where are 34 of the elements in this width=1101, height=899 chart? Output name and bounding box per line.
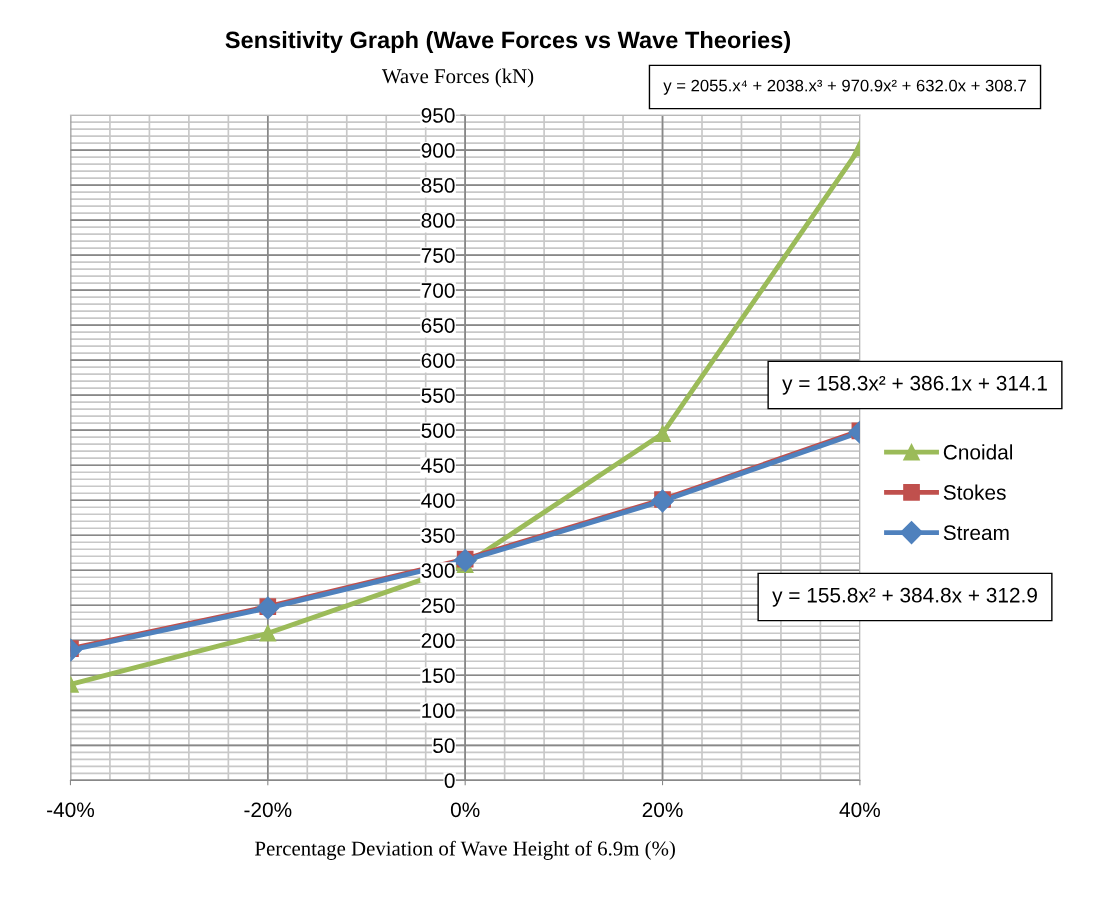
y-tick-label: 50 (433, 738, 455, 754)
x-tick-label: -20% (244, 802, 292, 818)
y-tick-label: 600 (421, 353, 455, 368)
y-tick-label: 900 (421, 143, 455, 158)
y-tick-label: 450 (421, 458, 455, 473)
annotation: y = 155.8x² + 384.8x + 312.9 (772, 587, 1037, 607)
y-tick-label: 200 (421, 633, 455, 649)
y-tick-label: 500 (421, 423, 455, 438)
y-tick-label: 750 (421, 248, 455, 263)
y-tick-label: 100 (422, 703, 455, 719)
annotation: y = 158.3x² + 386.1x + 314.1 (782, 375, 1047, 395)
x-tick-label: -40% (47, 802, 95, 818)
y-tick-label: 700 (421, 283, 455, 298)
y-tick-label: 550 (421, 388, 455, 403)
y-tick-label: 300 (421, 563, 455, 578)
y-tick-label: 850 (421, 178, 455, 193)
text: y = 2055.x⁴ + 2038.x³ + 970.9x² + 632.0x + 308.7 (663, 79, 1026, 95)
y-tick-label: 400 (421, 493, 455, 508)
legend-label: Cnoidal (943, 444, 1013, 460)
legend-label: Stokes (943, 484, 1006, 500)
x-tick-label: 40% (839, 802, 880, 818)
y-tick-label: 250 (421, 598, 455, 614)
x-tick-label: 0% (450, 802, 480, 818)
y-axis-title: Wave Forces (kN) (381, 68, 534, 88)
y-tick-label: 0 (444, 773, 455, 789)
y-tick-label: 150 (422, 668, 455, 684)
x-axis-title: Percentage Deviation of Wave Height of 6.9m (%) (255, 840, 675, 860)
y-tick-label: 350 (421, 528, 455, 543)
legend-label: Stream (943, 525, 1009, 541)
x-tick-label: 20% (642, 802, 683, 818)
y-tick-label: 800 (421, 213, 455, 228)
chart-title: Sensitivity Graph (Wave Forces vs Wave Theories) (225, 31, 791, 53)
y-tick-label: 650 (421, 318, 455, 333)
y-tick-label: 950 (421, 108, 455, 123)
